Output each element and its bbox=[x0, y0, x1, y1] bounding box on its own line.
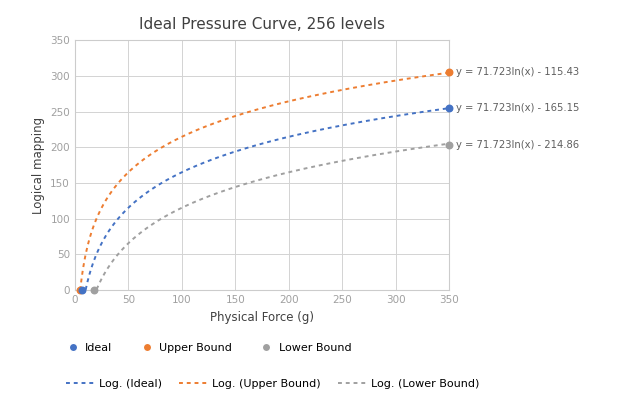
Legend: Ideal, Upper Bound, Lower Bound: Ideal, Upper Bound, Lower Bound bbox=[62, 338, 356, 357]
Point bbox=[444, 69, 454, 76]
Point bbox=[444, 105, 454, 111]
Text: y = 71.723ln(x) - 165.15: y = 71.723ln(x) - 165.15 bbox=[456, 103, 579, 113]
Y-axis label: Logical mapping: Logical mapping bbox=[32, 116, 45, 214]
Text: y = 71.723ln(x) - 214.86: y = 71.723ln(x) - 214.86 bbox=[456, 140, 578, 150]
Point bbox=[89, 287, 99, 293]
Text: y = 71.723ln(x) - 115.43: y = 71.723ln(x) - 115.43 bbox=[456, 67, 578, 77]
Legend: Log. (Ideal), Log. (Upper Bound), Log. (Lower Bound): Log. (Ideal), Log. (Upper Bound), Log. (… bbox=[62, 374, 484, 393]
Point bbox=[77, 287, 87, 293]
Point bbox=[76, 287, 85, 293]
Point bbox=[444, 142, 454, 148]
X-axis label: Physical Force (g): Physical Force (g) bbox=[210, 311, 314, 324]
Title: Ideal Pressure Curve, 256 levels: Ideal Pressure Curve, 256 levels bbox=[139, 17, 385, 32]
